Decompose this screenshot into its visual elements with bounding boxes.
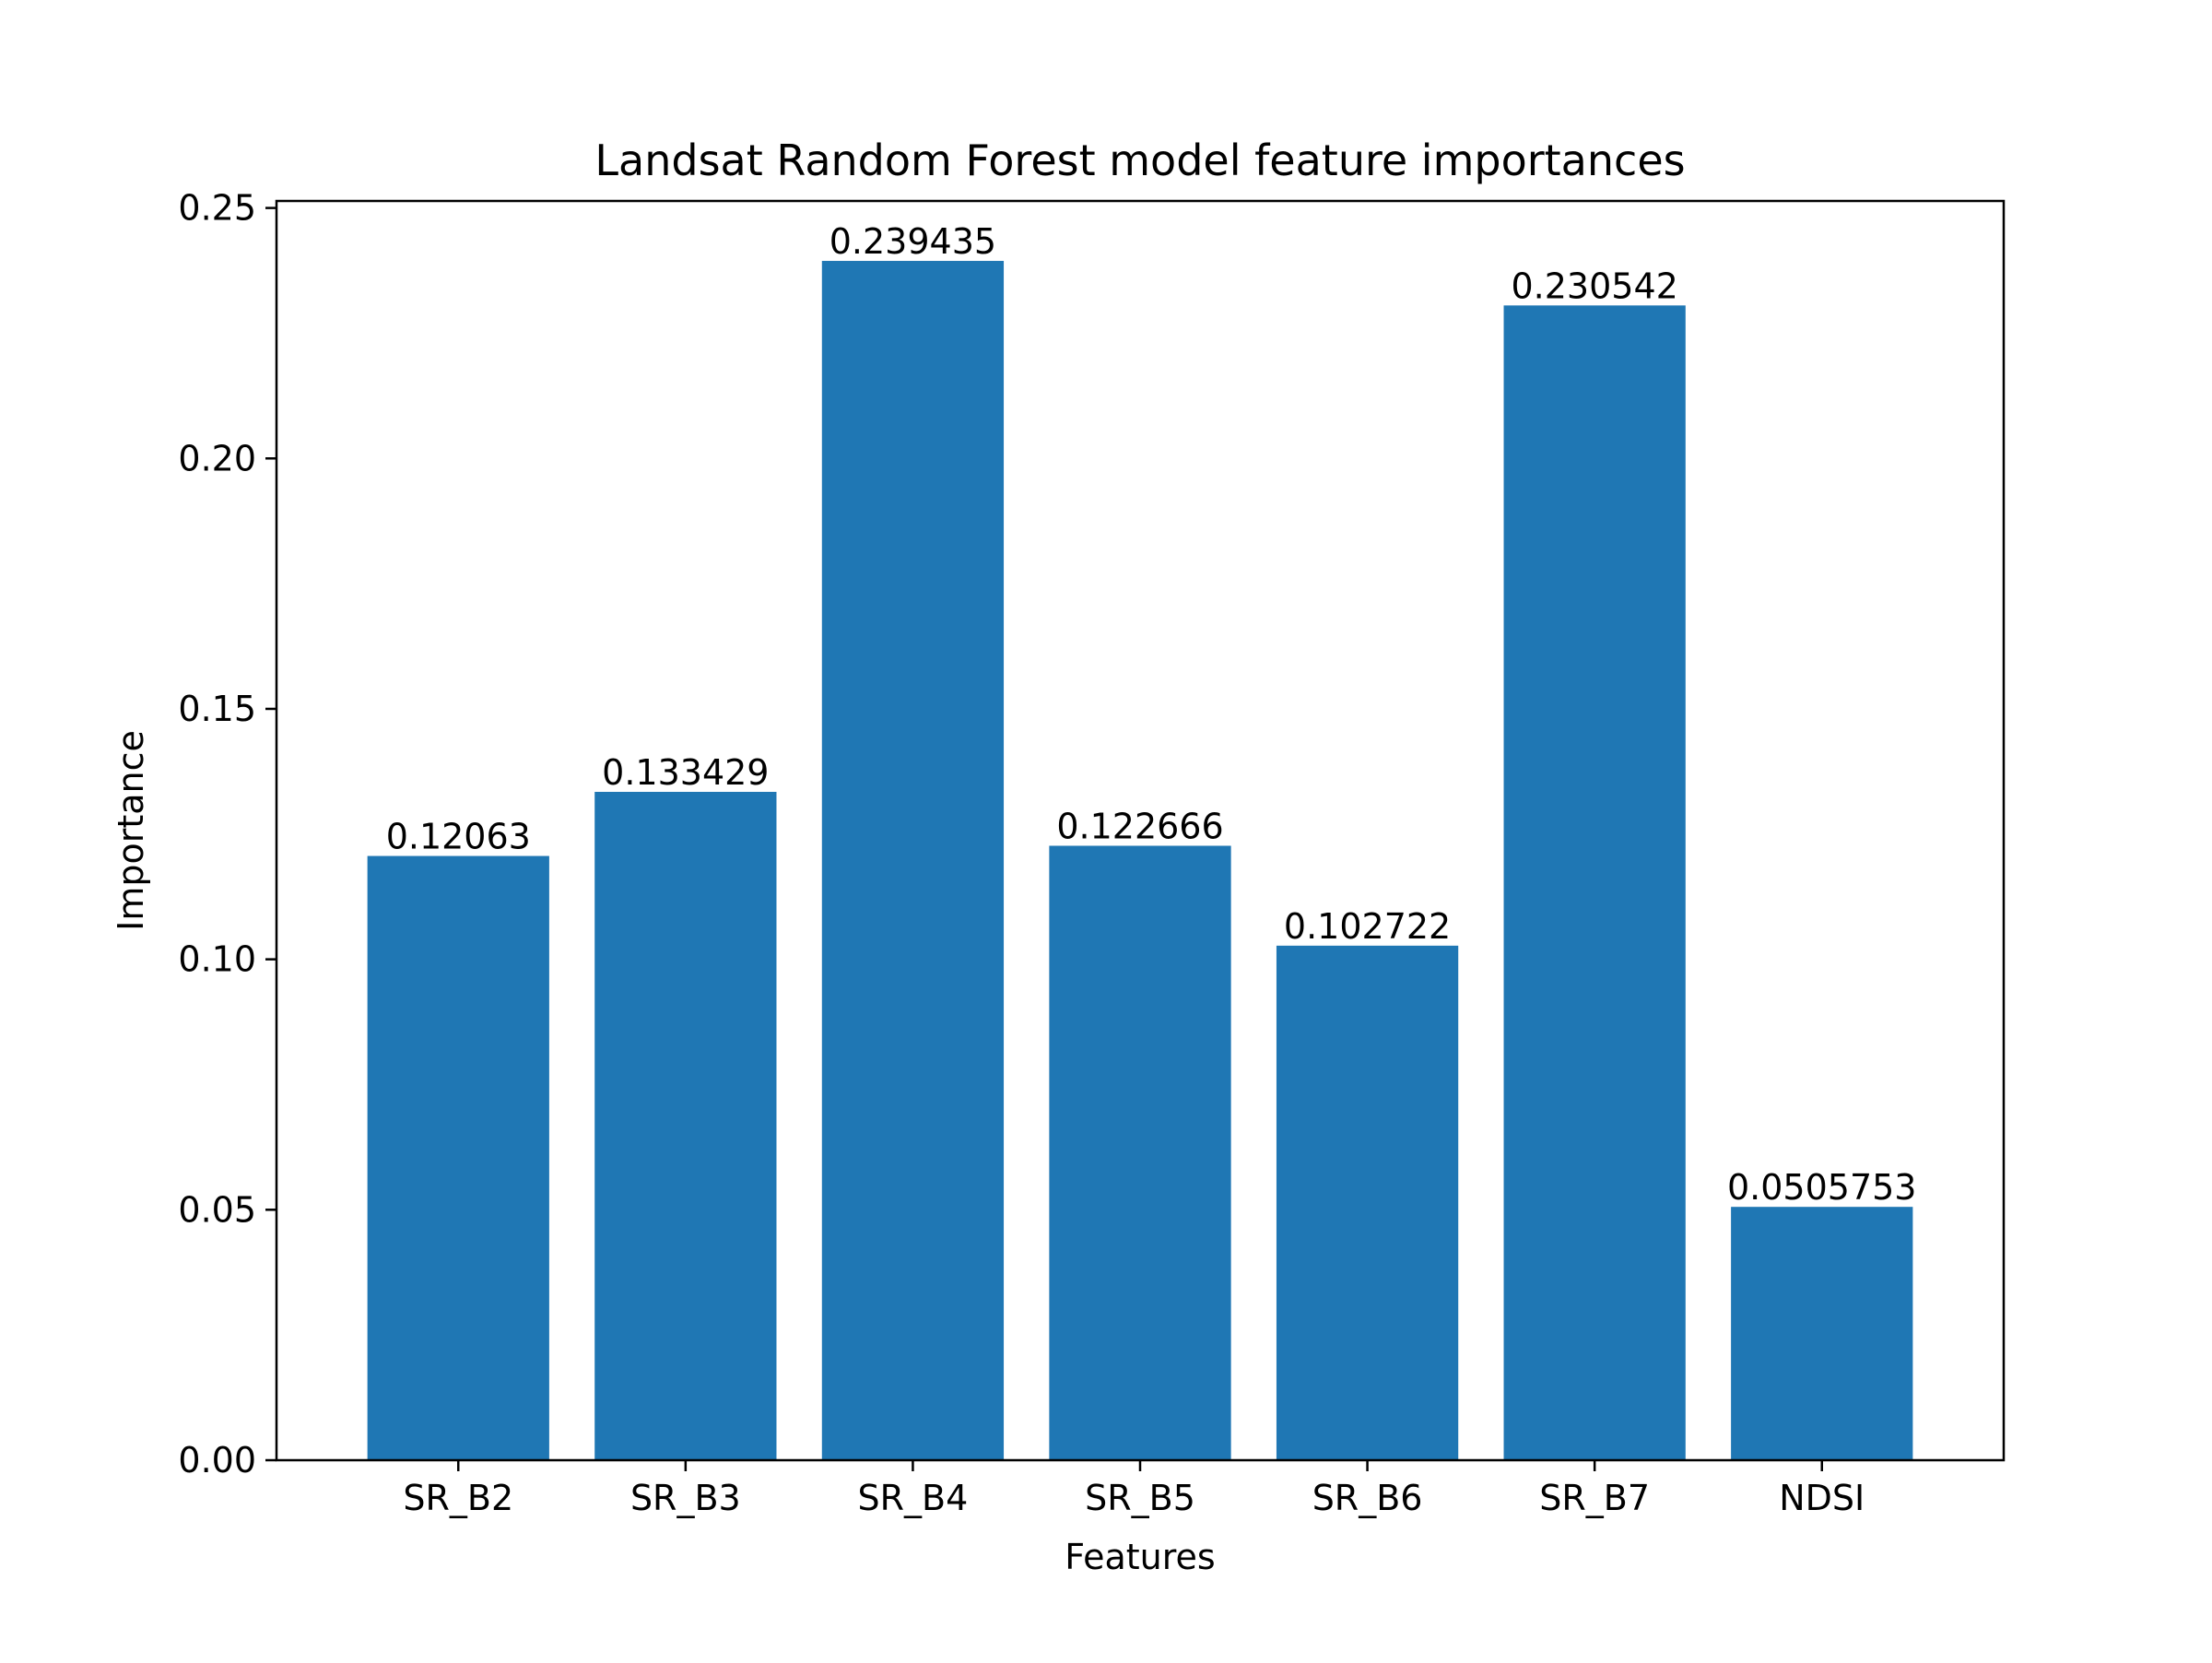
data-labels-layer: 0.12063 0.133429 0.239435 0.122666 0.102722 0… (386, 221, 1917, 1208)
x-tick-label: SR_B5 (1085, 1478, 1195, 1518)
bar-sr-b3 (594, 792, 777, 1460)
chart-title: Landsat Random Forest model feature impo… (594, 136, 1685, 185)
x-axis: SR_B2 SR_B3 SR_B4 SR_B5 SR_B6 SR_B7 NDSI (403, 1460, 1865, 1518)
y-tick-label: 0.05 (178, 1189, 256, 1230)
bar-sr-b6 (1276, 945, 1459, 1460)
x-tick-label: NDSI (1779, 1478, 1865, 1518)
bar-sr-b2 (367, 855, 549, 1460)
x-tick-label: SR_B2 (403, 1478, 513, 1518)
x-axis-title: Features (1065, 1537, 1215, 1577)
y-axis-title: Importance (111, 730, 151, 931)
data-label: 0.0505753 (1727, 1167, 1917, 1208)
y-tick-label: 0.10 (178, 939, 256, 980)
bars-layer (367, 261, 1913, 1460)
y-tick-label: 0.25 (178, 188, 256, 229)
data-label: 0.102722 (1284, 906, 1451, 947)
bar-ndsi (1731, 1207, 1913, 1460)
x-tick-label: SR_B3 (630, 1478, 741, 1518)
y-tick-label: 0.15 (178, 689, 256, 729)
data-label: 0.12063 (386, 817, 531, 857)
data-label: 0.239435 (830, 221, 996, 262)
bar-sr-b5 (1049, 845, 1231, 1460)
x-tick-label: SR_B4 (858, 1478, 969, 1518)
bar-sr-b7 (1503, 305, 1686, 1460)
data-label: 0.133429 (602, 752, 769, 793)
y-axis: 0.00 0.05 0.10 0.15 0.20 0.25 (178, 188, 276, 1480)
y-tick-label: 0.00 (178, 1440, 256, 1480)
x-tick-label: SR_B6 (1312, 1478, 1423, 1518)
y-tick-label: 0.20 (178, 438, 256, 478)
bar-sr-b4 (821, 261, 1005, 1460)
data-label: 0.230542 (1511, 265, 1677, 306)
x-tick-label: SR_B7 (1539, 1478, 1650, 1518)
data-label: 0.122666 (1056, 806, 1223, 846)
